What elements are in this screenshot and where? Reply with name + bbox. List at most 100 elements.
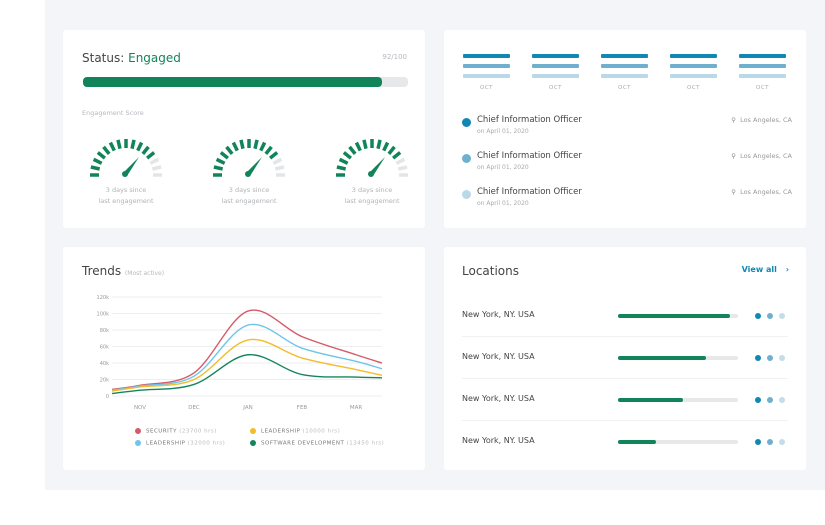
- trends-card: Trends (Most active) 0 20k 40k 60k 80k 100k 12…: [63, 247, 425, 470]
- gauge-tick: [96, 151, 106, 160]
- legend-label: SOFTWARE DEVELOPMENT: [261, 440, 345, 447]
- chevron-right-icon: ›: [785, 265, 789, 274]
- location-row[interactable]: New York, NY. USA: [462, 421, 788, 463]
- timeline-item[interactable]: Chief Information Officer on April 01, 20…: [462, 187, 792, 217]
- gauge-tick: [136, 141, 144, 152]
- gauge-tick: [239, 139, 245, 150]
- locations-title: Locations: [462, 264, 520, 278]
- gauge-tick: [259, 141, 267, 152]
- job-location: ⚲ Los Angeles, CA: [731, 152, 792, 160]
- legend-swatch: [250, 440, 256, 446]
- gauge-tick: [146, 151, 156, 160]
- indicator-dot: [767, 397, 773, 403]
- location-progress-bar: [618, 398, 738, 402]
- progress-fill: [618, 356, 706, 360]
- location-name: New York, NY. USA: [462, 436, 535, 445]
- gauge-tick: [382, 141, 390, 152]
- series-line: [111, 354, 383, 395]
- gauge-needle: [369, 157, 385, 176]
- gauge-caption: 3 days since last engagement: [71, 185, 181, 207]
- legend-item: LEADERSHIP (10000 hrs): [250, 428, 340, 435]
- gauge-tick: [90, 165, 101, 171]
- timeline-bar: [739, 54, 786, 58]
- gauge-tick: [116, 139, 122, 150]
- y-tick-label: 80k: [100, 328, 109, 334]
- job-title: Chief Information Officer: [477, 115, 582, 125]
- y-tick-label: 40k: [100, 361, 109, 367]
- timeline-bar: [463, 74, 510, 78]
- timeline-item[interactable]: Chief Information Officer on April 01, 20…: [462, 115, 792, 145]
- timeline-bar: [601, 64, 648, 68]
- x-tick-label: DEC: [188, 405, 200, 411]
- location-progress-bar: [618, 440, 738, 444]
- x-tick-label: MAR: [350, 405, 363, 411]
- legend-hours: (32000 hrs): [187, 440, 226, 447]
- legend-label: LEADERSHIP: [261, 428, 301, 435]
- y-tick-label: 60k: [100, 345, 109, 351]
- x-tick-label: JAN: [242, 405, 252, 411]
- gauge-tick: [141, 145, 150, 155]
- locations-card: Locations View all › New York, NY. USA Ne…: [444, 247, 806, 470]
- legend-label: LEADERSHIP: [146, 440, 186, 447]
- trends-line-chart: 0 20k 40k 60k 80k 100k 120k NOV DEC JAN FEB MAR: [97, 295, 383, 411]
- legend-hours: (13450 hrs): [346, 440, 385, 447]
- view-all-link[interactable]: View all ›: [742, 265, 789, 274]
- gauge-icon: [90, 139, 162, 177]
- timeline-bar: [601, 74, 648, 78]
- job-location: ⚲ Los Angeles, CA: [731, 116, 792, 124]
- legend-item: SOFTWARE DEVELOPMENT (13450 hrs): [250, 440, 384, 447]
- progress-fill: [618, 440, 657, 444]
- month-label: OCT: [686, 85, 701, 91]
- gauge-tick: [354, 141, 362, 152]
- gauge-tick: [151, 165, 162, 171]
- series-line: [111, 309, 383, 391]
- location-row[interactable]: New York, NY. USA: [462, 379, 788, 421]
- indicator-dot: [767, 439, 773, 445]
- gauge-tick: [395, 157, 406, 165]
- gauge-tick: [108, 141, 116, 152]
- location-progress-bar: [618, 356, 738, 360]
- indicator-dot: [755, 439, 761, 445]
- status-value: Engaged: [128, 51, 181, 65]
- x-tick-label: NOV: [134, 405, 146, 411]
- month-label: OCT: [548, 85, 563, 91]
- y-tick-label: 0: [106, 394, 109, 400]
- gauge-tick: [130, 139, 136, 150]
- location-row[interactable]: New York, NY. USA: [462, 295, 788, 337]
- status-dot: [462, 118, 471, 127]
- engagement-progress-bar: [83, 77, 408, 87]
- legend-swatch: [135, 428, 141, 434]
- location-row[interactable]: New York, NY. USA: [462, 337, 788, 379]
- gauge-tick: [397, 165, 408, 171]
- job-date: on April 01, 2020: [477, 164, 529, 171]
- indicator-dot: [779, 313, 785, 319]
- y-tick-label: 120k: [97, 295, 110, 301]
- gauge-tick: [102, 145, 111, 155]
- gauge-icon: [213, 139, 285, 177]
- indicator-dot: [755, 397, 761, 403]
- gauge-caption-line: last engagement: [98, 197, 154, 205]
- gauge-caption: 3 days since last engagement: [194, 185, 304, 207]
- job-date: on April 01, 2020: [477, 128, 529, 135]
- gauge-caption-line: 3 days since: [228, 186, 270, 194]
- timeline-item[interactable]: Chief Information Officer on April 01, 20…: [462, 151, 792, 181]
- gauge-tick: [362, 139, 368, 150]
- status-dot: [462, 190, 471, 199]
- legend-hours: (23700 hrs): [179, 428, 217, 435]
- legend-label: SECURITY: [146, 428, 177, 435]
- timeline-bar: [670, 54, 717, 58]
- gauge-caption: 3 days since last engagement: [317, 185, 427, 207]
- status-dot: [462, 154, 471, 163]
- location-name: New York, NY. USA: [462, 394, 535, 403]
- legend-item: LEADERSHIP (32000 hrs): [135, 440, 225, 447]
- view-all-label: View all: [741, 265, 777, 274]
- gauge-tick: [253, 139, 259, 150]
- y-tick-label: 20k: [100, 378, 109, 384]
- map-pin-icon: ⚲: [731, 152, 737, 160]
- status-card: Status: Engaged 92/100 Engagement Score …: [63, 30, 425, 228]
- location-name: New York, NY. USA: [462, 352, 535, 361]
- timeline-bar: [601, 54, 648, 58]
- section-label: Engagement Score: [82, 109, 144, 117]
- gauge-hub: [245, 171, 251, 177]
- location-text: Los Angeles, CA: [740, 152, 792, 160]
